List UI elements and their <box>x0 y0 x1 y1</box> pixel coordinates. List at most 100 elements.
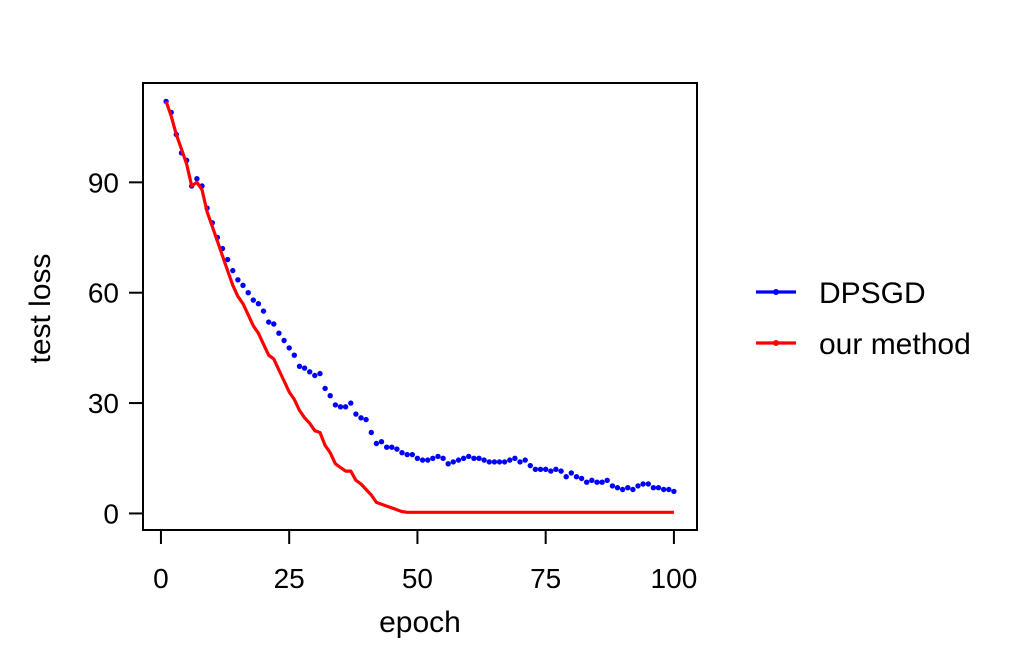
data-point-dpsgd <box>584 479 590 485</box>
data-point-dpsgd <box>537 466 544 472</box>
data-point-dpsgd <box>296 363 303 369</box>
data-point-dpsgd <box>425 457 431 463</box>
data-point-dpsgd <box>419 457 426 463</box>
data-point-dpsgd <box>317 370 323 377</box>
x-axis-title: epoch <box>379 606 461 639</box>
data-point-dpsgd <box>496 459 503 465</box>
x-tick-label: 100 <box>651 563 698 594</box>
data-point-dpsgd <box>501 459 508 465</box>
data-point-dpsgd <box>455 457 462 463</box>
data-point-dpsgd <box>255 301 262 307</box>
x-tick-label: 50 <box>402 563 433 594</box>
legend-swatch-marker <box>773 289 779 295</box>
data-point-dpsgd <box>507 457 513 463</box>
series-0 <box>163 98 677 495</box>
data-point-dpsgd <box>224 256 231 263</box>
data-point-dpsgd <box>281 337 287 344</box>
data-point-dpsgd <box>337 404 344 410</box>
data-point-dpsgd <box>548 468 554 474</box>
data-point-dpsgd <box>240 282 246 288</box>
data-point-dpsgd <box>312 372 318 379</box>
data-point-dpsgd <box>266 319 272 325</box>
data-point-dpsgd <box>466 453 472 460</box>
data-point-dpsgd <box>409 451 415 458</box>
legend: DPSGD our method <box>756 277 971 361</box>
y-tick-label: 90 <box>88 167 119 198</box>
y-tick-label: 60 <box>88 278 119 309</box>
data-point-dpsgd <box>491 459 498 465</box>
data-point-dpsgd <box>594 479 600 485</box>
data-point-dpsgd <box>194 176 200 182</box>
data-point-dpsgd <box>522 457 528 463</box>
data-point-dpsgd <box>614 485 621 491</box>
data-point-dpsgd <box>512 455 518 461</box>
data-point-dpsgd <box>404 451 410 458</box>
data-point-dpsgd <box>640 481 646 487</box>
data-point-dpsgd <box>558 468 564 474</box>
data-point-dpsgd <box>342 404 349 410</box>
data-point-dpsgd <box>563 474 569 480</box>
data-point-dpsgd <box>476 455 482 461</box>
data-point-dpsgd <box>609 483 616 489</box>
data-point-dpsgd <box>327 393 333 399</box>
data-point-dpsgd <box>460 455 467 461</box>
data-point-dpsgd <box>384 444 390 450</box>
data-point-dpsgd <box>650 485 657 491</box>
data-point-dpsgd <box>245 290 251 296</box>
data-point-dpsgd <box>450 459 456 465</box>
data-point-dpsgd <box>250 297 256 303</box>
data-point-dpsgd <box>666 486 672 493</box>
data-point-dpsgd <box>230 267 236 274</box>
data-point-dpsgd <box>486 459 492 465</box>
data-point-dpsgd <box>440 455 446 461</box>
data-point-dpsgd <box>414 455 421 461</box>
data-point-dpsgd <box>435 453 441 460</box>
data-point-dpsgd <box>301 365 308 371</box>
data-point-dpsgd <box>481 457 487 463</box>
data-point-dpsgd <box>348 400 354 406</box>
y-tick-label: 30 <box>88 388 119 419</box>
data-point-dpsgd <box>271 321 277 327</box>
data-point-dpsgd <box>235 277 241 283</box>
data-point-dpsgd <box>671 488 677 495</box>
data-point-dpsgd <box>368 429 374 436</box>
series-1 <box>164 100 674 514</box>
data-point-dpsgd <box>599 479 605 485</box>
data-point-dpsgd <box>394 446 400 452</box>
data-point-dpsgd <box>260 308 267 314</box>
data-point-dpsgd <box>619 486 626 493</box>
data-point-dpsgd <box>307 369 313 375</box>
data-point-dpsgd <box>543 466 549 472</box>
data-point-dpsgd <box>661 486 667 493</box>
data-point-dpsgd <box>635 483 641 489</box>
legend-swatch-marker <box>773 340 779 346</box>
data-point-dpsgd <box>445 461 451 467</box>
data-point-dpsgd <box>291 352 297 358</box>
x-axis: 0 25 50 75 100 <box>153 530 697 594</box>
data-point-dpsgd <box>353 411 359 417</box>
data-point-dpsgd <box>332 402 339 408</box>
data-point-dpsgd <box>604 477 610 483</box>
plot-frame <box>142 82 698 531</box>
legend-label: DPSGD <box>819 277 926 310</box>
x-tick-label: 25 <box>274 563 305 594</box>
data-point-dpsgd <box>276 330 282 336</box>
series-line-our-method <box>164 100 674 514</box>
data-point-dpsgd <box>517 459 523 465</box>
x-tick-label: 75 <box>530 563 561 594</box>
data-point-dpsgd <box>527 462 533 469</box>
data-point-dpsgd <box>471 455 477 461</box>
y-axis-title: test loss <box>24 253 57 363</box>
y-tick-label: 0 <box>103 498 119 529</box>
data-point-dpsgd <box>573 474 580 480</box>
y-axis: 0 30 60 90 <box>88 167 143 529</box>
legend-label: our method <box>819 328 971 361</box>
data-point-dpsgd <box>568 470 574 476</box>
data-point-dpsgd <box>645 481 651 487</box>
data-point-dpsgd <box>373 440 380 447</box>
data-point-dpsgd <box>578 475 585 482</box>
data-point-dpsgd <box>589 477 595 483</box>
data-point-dpsgd <box>553 466 559 472</box>
data-point-dpsgd <box>358 415 364 421</box>
data-point-dpsgd <box>630 486 636 493</box>
